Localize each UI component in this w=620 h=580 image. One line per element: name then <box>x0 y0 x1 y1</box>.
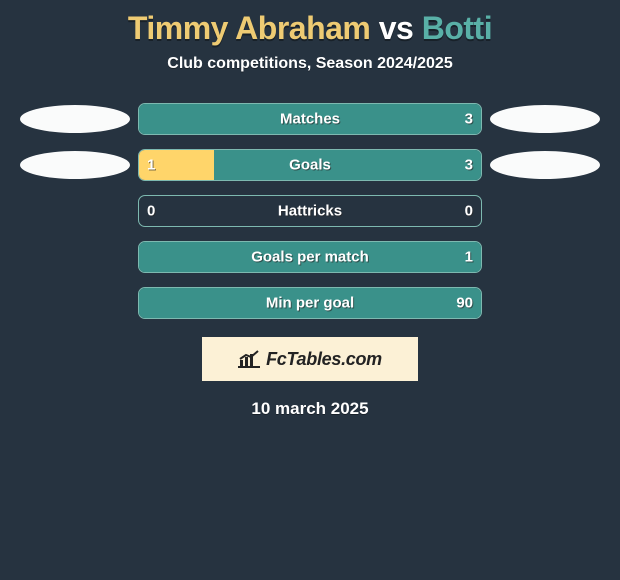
stat-bar: Goals 1 3 <box>138 149 482 181</box>
stat-label: Goals <box>289 157 331 174</box>
stat-row: Hattricks 0 0 <box>0 195 620 227</box>
comparison-chart: Matches 3 Goals 1 3 Hattricks 0 0 Goals per matc… <box>0 103 620 319</box>
stat-value-right: 3 <box>465 111 473 128</box>
stat-label: Matches <box>280 111 340 128</box>
title-vs: vs <box>379 10 414 46</box>
player1-marker <box>20 151 130 179</box>
player2-marker <box>490 105 600 133</box>
player2-marker <box>490 289 600 317</box>
stat-label: Goals per match <box>251 249 369 266</box>
date-label: 10 march 2025 <box>0 399 620 419</box>
title-player2: Botti <box>422 10 492 46</box>
stat-row: Min per goal 90 <box>0 287 620 319</box>
stat-value-right: 3 <box>465 157 473 174</box>
brand-badge[interactable]: FcTables.com <box>202 337 418 381</box>
stat-value-right: 0 <box>465 203 473 220</box>
player2-marker <box>490 243 600 271</box>
stat-bar: Min per goal 90 <box>138 287 482 319</box>
page-title: Timmy Abraham vs Botti <box>0 0 620 47</box>
brand-text: FcTables.com <box>266 349 382 370</box>
stat-value-left: 1 <box>147 157 155 174</box>
stat-label: Hattricks <box>278 203 342 220</box>
player1-marker <box>20 105 130 133</box>
stat-row: Goals 1 3 <box>0 149 620 181</box>
stat-bar: Matches 3 <box>138 103 482 135</box>
stat-row: Goals per match 1 <box>0 241 620 273</box>
player1-marker <box>20 289 130 317</box>
chart-icon <box>238 350 260 368</box>
stat-label: Min per goal <box>266 295 354 312</box>
stat-bar: Goals per match 1 <box>138 241 482 273</box>
stat-bar: Hattricks 0 0 <box>138 195 482 227</box>
player2-marker <box>490 197 600 225</box>
bar-fill-right <box>214 150 481 180</box>
subtitle: Club competitions, Season 2024/2025 <box>0 55 620 73</box>
player1-marker <box>20 197 130 225</box>
stat-row: Matches 3 <box>0 103 620 135</box>
stat-value-right: 1 <box>465 249 473 266</box>
player2-marker <box>490 151 600 179</box>
stat-value-right: 90 <box>456 295 473 312</box>
stat-value-left: 0 <box>147 203 155 220</box>
player1-marker <box>20 243 130 271</box>
title-player1: Timmy Abraham <box>128 10 370 46</box>
